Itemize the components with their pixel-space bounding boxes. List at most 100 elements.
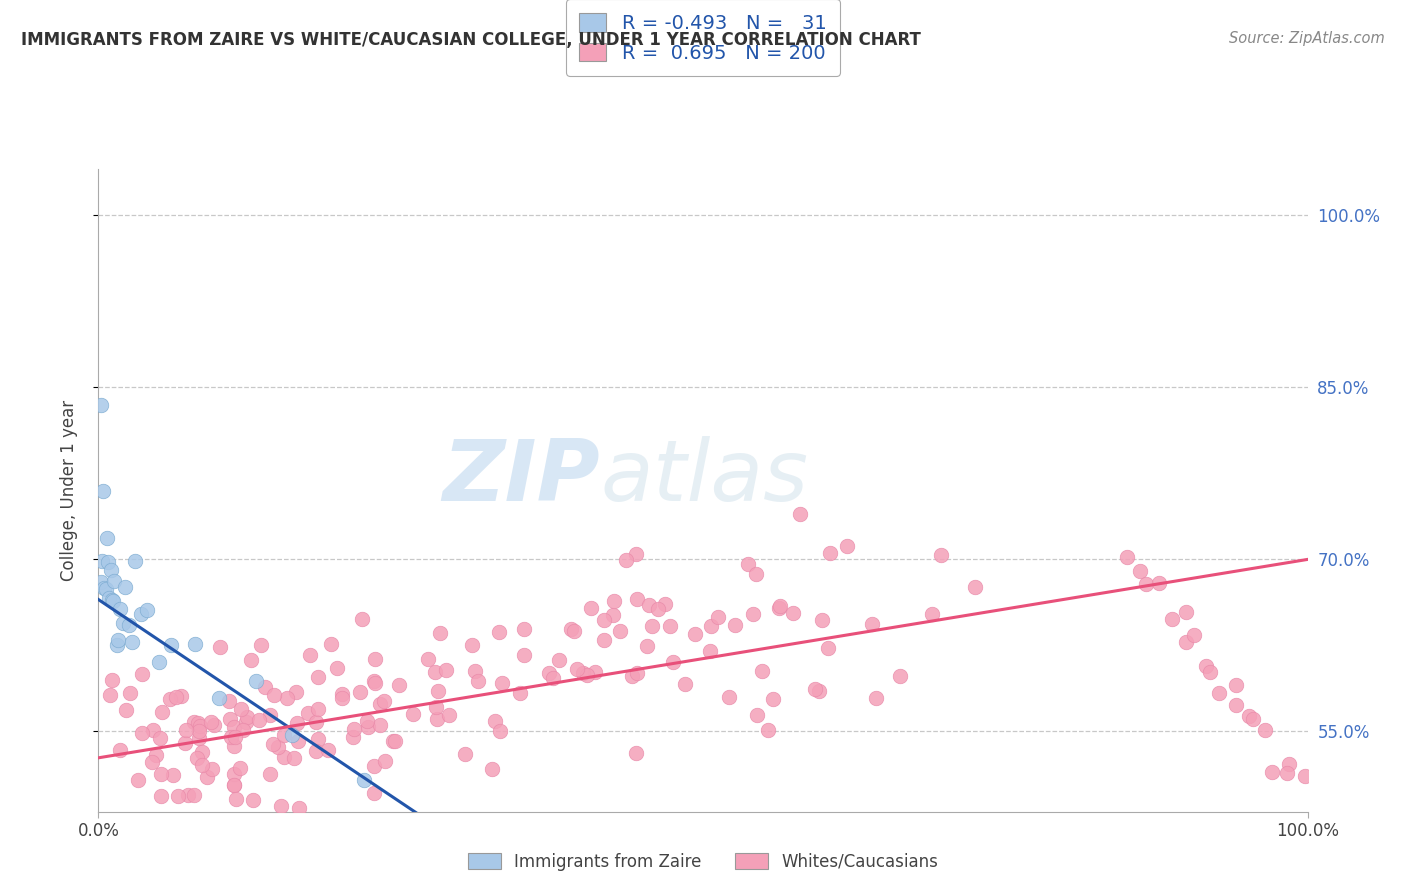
Point — [437, 708, 460, 723]
Text: Source: ZipAtlas.com: Source: ZipAtlas.com — [1229, 31, 1385, 46]
Point — [97, 555, 120, 569]
Point — [186, 751, 208, 765]
Point — [254, 680, 277, 694]
Point — [707, 610, 730, 624]
Point — [120, 686, 142, 700]
Point — [236, 710, 259, 724]
Point — [769, 599, 792, 614]
Point — [357, 720, 380, 734]
Point — [91, 554, 114, 568]
Point — [94, 582, 117, 596]
Point — [432, 839, 454, 854]
Point — [222, 739, 245, 753]
Point — [287, 734, 309, 748]
Point — [1129, 564, 1152, 578]
Point — [1161, 612, 1184, 626]
Point — [1115, 549, 1137, 564]
Point — [342, 722, 364, 736]
Point — [616, 553, 638, 567]
Point — [218, 712, 240, 726]
Point — [150, 789, 173, 803]
Point — [1294, 769, 1316, 783]
Point — [285, 716, 308, 731]
Point — [124, 554, 146, 568]
Point — [305, 715, 328, 730]
Point — [267, 740, 290, 755]
Point — [160, 638, 183, 652]
Point — [860, 617, 883, 632]
Text: IMMIGRANTS FROM ZAIRE VS WHITE/CAUCASIAN COLLEGE, UNDER 1 YEAR CORRELATION CHART: IMMIGRANTS FROM ZAIRE VS WHITE/CAUCASIAN… — [21, 31, 921, 49]
Point — [191, 757, 214, 772]
Point — [1135, 576, 1157, 591]
Point — [218, 694, 240, 708]
Point — [250, 638, 273, 652]
Y-axis label: College, Under 1 year: College, Under 1 year — [59, 400, 77, 582]
Point — [718, 690, 741, 704]
Point — [114, 580, 136, 594]
Point — [1241, 712, 1264, 726]
Point — [509, 686, 531, 700]
Point — [263, 688, 285, 702]
Point — [575, 668, 598, 682]
Point — [782, 606, 804, 620]
Point — [583, 665, 606, 680]
Point — [624, 547, 647, 561]
Point — [98, 591, 121, 605]
Point — [129, 607, 152, 621]
Point — [101, 593, 124, 607]
Point — [183, 714, 205, 729]
Point — [602, 608, 624, 623]
Point — [425, 665, 447, 679]
Point — [273, 750, 295, 764]
Point — [865, 691, 887, 706]
Text: atlas: atlas — [600, 436, 808, 519]
Point — [789, 507, 811, 521]
Point — [1260, 764, 1282, 779]
Point — [90, 398, 112, 412]
Point — [364, 676, 387, 690]
Point — [232, 723, 254, 738]
Point — [621, 669, 644, 683]
Point — [811, 614, 834, 628]
Point — [481, 763, 503, 777]
Point — [658, 619, 681, 633]
Point — [349, 685, 371, 699]
Point — [170, 690, 193, 704]
Point — [835, 539, 858, 553]
Point — [364, 652, 387, 666]
Point — [127, 772, 149, 787]
Point — [491, 676, 513, 690]
Point — [208, 691, 231, 706]
Point — [190, 745, 212, 759]
Point — [141, 756, 163, 770]
Point — [105, 638, 128, 652]
Point — [513, 648, 536, 663]
Point — [965, 580, 987, 594]
Point — [188, 731, 211, 745]
Point — [239, 653, 262, 667]
Point — [426, 712, 449, 726]
Point — [547, 653, 569, 667]
Point — [307, 701, 329, 715]
Point — [745, 707, 768, 722]
Point — [98, 688, 121, 702]
Point — [572, 666, 595, 681]
Point — [626, 665, 648, 680]
Point — [150, 766, 173, 780]
Point — [101, 673, 124, 687]
Point — [307, 732, 329, 747]
Point — [141, 723, 163, 737]
Point — [1254, 723, 1277, 737]
Point — [222, 778, 245, 792]
Point — [276, 690, 298, 705]
Point — [165, 690, 187, 705]
Point — [187, 715, 209, 730]
Point — [224, 730, 246, 744]
Point — [745, 566, 768, 581]
Text: ZIP: ZIP — [443, 436, 600, 519]
Point — [201, 763, 224, 777]
Point — [228, 761, 250, 775]
Point — [461, 638, 484, 652]
Point — [326, 661, 349, 675]
Point — [1147, 575, 1170, 590]
